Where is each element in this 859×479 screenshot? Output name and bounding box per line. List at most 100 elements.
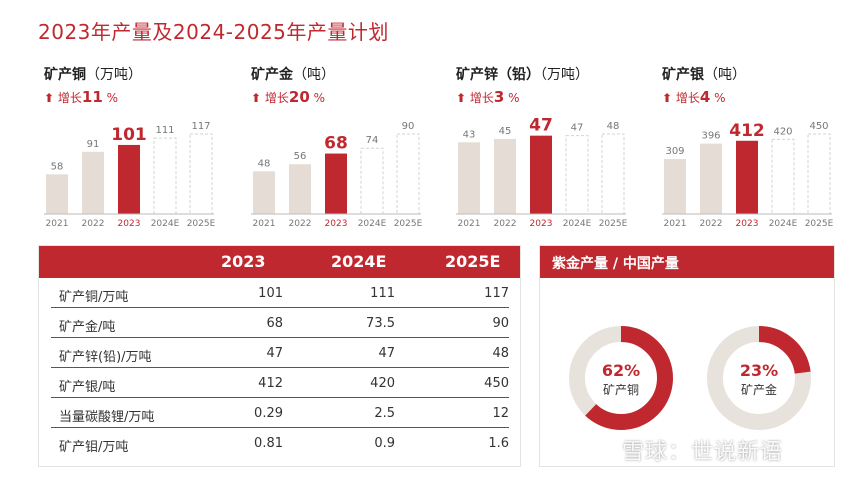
category-tick-label: 2022 — [700, 219, 723, 229]
category-tick-label: 2021 — [458, 219, 481, 229]
bar-value-label: 420 — [773, 126, 792, 137]
column-header: 2025E — [445, 252, 501, 271]
table-header: 2023 2024E 2025E — [39, 246, 520, 278]
gold-metric: 矿产金（吨） ⬆ 增长20 % 48 2021 56 2022 68 2023 74 2024… — [251, 64, 441, 234]
row-label: 矿产金/吨 — [59, 320, 116, 335]
cell-2025e: 90 — [492, 316, 509, 331]
category-tick-label: 2023 — [118, 219, 141, 229]
table-row: 矿产铜/万吨 101 111 117 — [51, 278, 509, 308]
cell-2023: 412 — [258, 376, 283, 391]
bar-value-label: 111 — [155, 125, 174, 136]
arrow-up-icon: ⬆ — [251, 91, 262, 105]
bar — [494, 139, 516, 214]
metric-growth: ⬆ 增长3 % — [456, 88, 520, 106]
bar-value-label: 45 — [499, 126, 512, 137]
category-tick-label: 2024E — [563, 219, 592, 229]
page-title: 2023年产量及2024-2025年产量计划 — [38, 20, 389, 44]
cell-2024e: 2.5 — [374, 406, 395, 421]
bar-value-label: 117 — [191, 121, 210, 132]
cell-2025e: 450 — [484, 376, 509, 391]
table-row: 当量碳酸锂/万吨 0.29 2.5 12 — [51, 398, 509, 428]
share-panel-title: 紫金产量 / 中国产量 — [540, 246, 834, 278]
bar-value-label: 396 — [701, 131, 720, 142]
bar — [565, 135, 589, 215]
bar-value-label: 74 — [366, 135, 379, 146]
donut-slice — [569, 326, 673, 430]
donut-percent-label: 23% — [740, 361, 778, 380]
category-tick-label: 2025E — [805, 219, 834, 229]
bar-value-label: 43 — [463, 129, 476, 140]
bar — [46, 174, 68, 214]
metric-growth: ⬆ 增长11 % — [44, 88, 119, 106]
category-tick-label: 2023 — [530, 219, 553, 229]
cell-2024e: 0.9 — [374, 436, 395, 451]
column-header: 2024E — [331, 252, 387, 271]
category-tick-label: 2025E — [187, 219, 216, 229]
bar-value-label: 90 — [402, 121, 415, 132]
table-row: 矿产锌(铅)/万吨 47 47 48 — [51, 338, 509, 368]
category-tick-label: 2021 — [664, 219, 687, 229]
cell-2023: 0.81 — [254, 436, 283, 451]
copper-metric: 矿产铜（万吨） ⬆ 增长11 % 58 2021 91 2022 101 2023 111 2… — [44, 64, 234, 234]
silver-bar-chart: 309 2021 396 2022 412 2023 420 2024E 450 2025E — [662, 121, 834, 229]
bar — [530, 135, 552, 214]
column-header: 2023 — [221, 252, 266, 271]
cell-2024e: 420 — [370, 376, 395, 391]
production-plan-table: 2023 2024E 2025E 矿产铜/万吨 101 111 117 矿产金/… — [38, 245, 521, 467]
cell-2023: 68 — [266, 316, 283, 331]
zinc-metric: 矿产锌（铅）（万吨） ⬆ 增长3 % 43 2021 45 2022 47 2023 47 2… — [456, 64, 646, 234]
table-row: 矿产钼/万吨 0.81 0.9 1.6 — [51, 428, 509, 458]
bar — [325, 153, 347, 214]
bar-value-label: 48 — [607, 121, 620, 132]
donut-category-label: 矿产铜 — [603, 382, 639, 397]
cell-2025e: 117 — [484, 286, 509, 301]
bar-value-label: 48 — [258, 158, 271, 169]
share-donut-charts: 62% 矿产铜 23% 矿产金 — [569, 326, 811, 430]
arrow-up-icon: ⬆ — [44, 91, 55, 105]
cell-2023: 0.29 — [254, 406, 283, 421]
bar — [700, 143, 722, 214]
category-tick-label: 2024E — [151, 219, 180, 229]
cell-2023: 47 — [266, 346, 283, 361]
donut-category-label: 矿产金 — [741, 382, 777, 397]
bar — [736, 140, 758, 214]
cell-2025e: 12 — [492, 406, 509, 421]
bar-value-label: 309 — [665, 146, 684, 157]
bar — [396, 133, 420, 215]
bar-value-label: 412 — [729, 121, 765, 141]
donut-slice — [707, 326, 811, 430]
bar — [458, 142, 480, 214]
gold-bar-chart: 48 2021 56 2022 68 2023 74 2024E 90 2025E — [251, 121, 423, 229]
table-row: 矿产银/吨 412 420 450 — [51, 368, 509, 398]
bar — [771, 138, 795, 215]
bar — [189, 133, 213, 215]
metric-title: 矿产锌（铅）（万吨） — [456, 67, 589, 83]
category-tick-label: 2023 — [736, 219, 759, 229]
bar — [289, 164, 311, 214]
bar — [360, 147, 384, 215]
row-label: 矿产钼/万吨 — [59, 440, 129, 455]
category-tick-label: 2022 — [289, 219, 312, 229]
copper-bar-chart: 58 2021 91 2022 101 2023 111 2024E 117 2025E — [44, 121, 216, 229]
bar-value-label: 68 — [324, 134, 348, 154]
table-row: 矿产金/吨 68 73.5 90 — [51, 308, 509, 338]
cell-2024e: 73.5 — [366, 316, 395, 331]
row-label: 矿产银/吨 — [59, 380, 116, 395]
arrow-up-icon: ⬆ — [662, 91, 673, 105]
bar-value-label: 47 — [571, 123, 584, 134]
share-panel: 紫金产量 / 中国产量 62% 矿产铜 23% 矿产金 — [539, 245, 835, 467]
bar — [601, 133, 625, 215]
bar-value-label: 47 — [529, 116, 553, 136]
bar — [82, 151, 104, 214]
cell-2025e: 48 — [492, 346, 509, 361]
cell-2023: 101 — [258, 286, 283, 301]
category-tick-label: 2022 — [494, 219, 517, 229]
metric-title: 矿产金（吨） — [251, 67, 335, 83]
category-tick-label: 2021 — [253, 219, 276, 229]
bar-value-label: 101 — [111, 125, 147, 145]
bar — [664, 159, 686, 214]
bar — [118, 144, 140, 214]
metric-growth: ⬆ 增长20 % — [251, 88, 326, 106]
bar-value-label: 58 — [51, 161, 64, 172]
metric-title: 矿产银（吨） — [662, 67, 746, 83]
